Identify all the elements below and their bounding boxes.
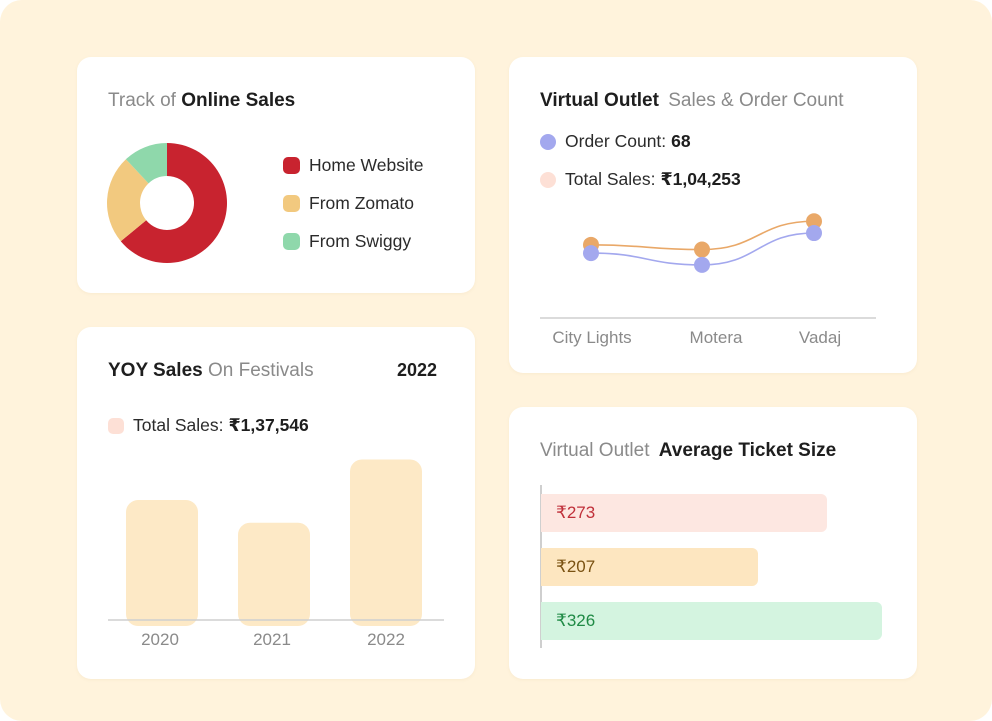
outlet-x-label-city-lights: City Lights bbox=[552, 328, 632, 347]
point-total-sales-motera bbox=[694, 241, 710, 258]
online-sales-title: Track of Online Sales bbox=[108, 90, 295, 112]
total-sales-legend: Total Sales: ₹1,04,253 bbox=[540, 169, 741, 190]
swiggy-swatch bbox=[283, 233, 300, 250]
avg-ticket-bar-326: ₹326 bbox=[541, 602, 882, 640]
yoy-bar-chart bbox=[108, 459, 444, 626]
point-order-count-city-lights bbox=[583, 245, 599, 262]
yoy-x-label-2020: 2020 bbox=[141, 630, 179, 649]
point-order-count-motera bbox=[694, 256, 710, 273]
yoy-bar-2020 bbox=[126, 500, 198, 626]
avg-ticket-bar-273: ₹273 bbox=[541, 494, 827, 532]
avg-ticket-title-bold: Average Ticket Size bbox=[658, 440, 837, 461]
point-order-count-vadaj bbox=[806, 225, 822, 242]
point-total-sales-vadaj bbox=[806, 213, 822, 230]
outlet-x-label-motera: Motera bbox=[689, 328, 743, 347]
avg-ticket-title: Virtual Outlet Average Ticket Size bbox=[540, 440, 836, 462]
legend-from-swiggy: From Swiggy bbox=[283, 231, 411, 252]
yoy-sales-title: YOY Sales On Festivals bbox=[108, 360, 314, 382]
avg-ticket-axis bbox=[540, 485, 542, 648]
avg-ticket-bar-label-273: ₹273 bbox=[556, 503, 596, 522]
total-sales-value: ₹1,04,253 bbox=[660, 169, 741, 189]
home-website-swatch bbox=[283, 157, 300, 174]
total-sales-label: Total Sales: bbox=[565, 169, 656, 189]
online-sales-title-bold: Online Sales bbox=[181, 90, 296, 111]
yoy-bar-2021 bbox=[238, 522, 310, 626]
virtual-outlet-title-light: Sales & Order Count bbox=[668, 90, 844, 111]
zomato-swatch bbox=[283, 195, 300, 212]
donut-slice-home-website bbox=[120, 143, 227, 263]
yoy-total-sales-swatch bbox=[108, 417, 124, 434]
order-count-dot bbox=[540, 133, 556, 150]
yoy-total-sales-label: Total Sales: bbox=[133, 415, 224, 435]
yoy-year: 2022 bbox=[397, 360, 438, 380]
online-sales-donut-chart bbox=[107, 143, 227, 263]
donut-slice-from-swiggy bbox=[125, 143, 167, 184]
outlet-x-label-vadaj: Vadaj bbox=[798, 328, 842, 347]
order-count-value: 68 bbox=[671, 131, 691, 151]
virtual-outlet-title-bold: Virtual Outlet bbox=[540, 90, 659, 111]
swiggy-label: From Swiggy bbox=[309, 231, 412, 251]
yoy-title-light: On Festivals bbox=[208, 360, 314, 381]
virtual-outlet-sales-card bbox=[509, 57, 917, 373]
legend-from-zomato: From Zomato bbox=[283, 193, 414, 214]
avg-ticket-bar-label-326: ₹326 bbox=[556, 611, 596, 630]
avg-ticket-bar-label-207: ₹207 bbox=[556, 557, 596, 576]
avg-ticket-bar-207: ₹207 bbox=[541, 548, 758, 586]
yoy-x-label-2021: 2021 bbox=[253, 630, 291, 649]
yoy-total-sales-legend: Total Sales: ₹1,37,546 bbox=[108, 415, 309, 436]
home-website-label: Home Website bbox=[309, 155, 424, 175]
donut-slice-from-zomato bbox=[107, 159, 149, 242]
zomato-label: From Zomato bbox=[309, 193, 415, 213]
order-count-legend: Order Count: 68 bbox=[540, 131, 691, 152]
legend-home-website: Home Website bbox=[283, 155, 423, 176]
yoy-bar-2022 bbox=[350, 459, 422, 626]
order-count-label: Order Count: bbox=[565, 131, 667, 151]
yoy-x-label-2022: 2022 bbox=[367, 630, 405, 649]
avg-ticket-title-light: Virtual Outlet bbox=[540, 440, 650, 461]
virtual-outlet-sales-title: Virtual Outlet Sales & Order Count bbox=[540, 90, 844, 112]
yoy-title-bold: YOY Sales bbox=[108, 360, 203, 381]
outlet-line-chart bbox=[540, 213, 876, 319]
total-sales-dot bbox=[540, 171, 556, 188]
yoy-total-sales-value: ₹1,37,546 bbox=[228, 415, 309, 435]
online-sales-title-light: Track of bbox=[108, 90, 176, 111]
